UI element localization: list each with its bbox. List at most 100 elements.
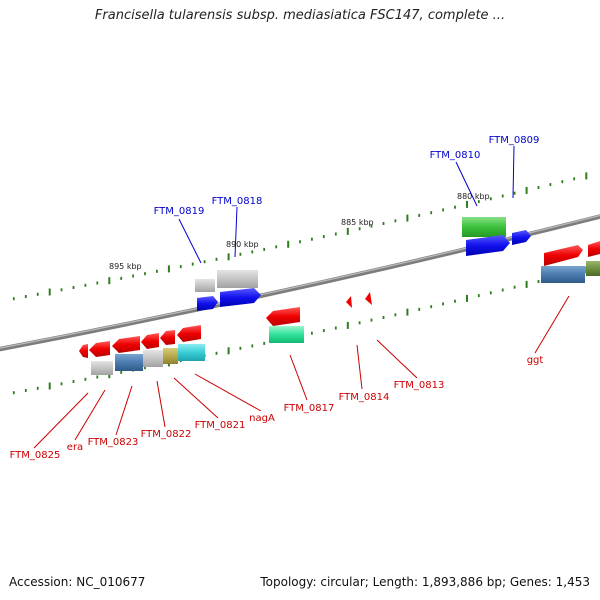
scale-label-885kbp: 885 kbp [341, 218, 374, 227]
minor-tick [334, 326, 337, 330]
major-tick [227, 253, 230, 261]
gene-label-ftm-0817[interactable]: FTM_0817 [284, 403, 335, 414]
gene-feature[interactable] [541, 266, 585, 283]
major-tick [346, 321, 349, 329]
gene-label-ftm-0814[interactable]: FTM_0814 [339, 392, 390, 403]
major-tick [48, 288, 51, 296]
minor-tick [513, 191, 516, 195]
gene-label-ftm-0813[interactable]: FTM_0813 [394, 380, 445, 391]
gene-arrow[interactable] [177, 325, 201, 342]
minor-tick [311, 331, 313, 335]
minor-tick [144, 366, 146, 370]
major-tick [466, 294, 468, 302]
gene-feature[interactable] [163, 348, 178, 364]
minor-tick [215, 257, 218, 261]
minor-tick [430, 305, 433, 309]
scale-label-880kbp: 880 kbp [457, 192, 490, 201]
gene-label-ftm-0825[interactable]: FTM_0825 [10, 450, 61, 461]
minor-tick [513, 285, 516, 289]
gene-arrow[interactable] [346, 296, 352, 308]
minor-tick [275, 245, 278, 249]
gene-label-naga[interactable]: nagA [249, 413, 275, 424]
gene-feature[interactable] [143, 350, 163, 367]
minor-tick [382, 222, 385, 225]
map-title: Francisella tularensis subsp. mediasiati… [94, 8, 506, 23]
minor-tick [501, 194, 504, 198]
gene-arrow[interactable] [112, 336, 140, 353]
minor-tick [477, 200, 480, 204]
gene-label-ftm-0809[interactable]: FTM_0809 [489, 135, 540, 146]
gene-arrow[interactable] [544, 245, 583, 266]
major-tick [227, 347, 230, 355]
minor-tick [501, 288, 504, 292]
minor-tick [430, 211, 433, 215]
minor-tick [263, 247, 266, 251]
minor-tick [322, 329, 325, 333]
label-leader-lines [33, 145, 570, 449]
minor-tick [489, 197, 492, 201]
minor-tick [179, 265, 182, 269]
minor-tick [334, 232, 337, 236]
minor-tick [239, 346, 242, 350]
minor-tick [311, 237, 313, 241]
major-tick [48, 382, 51, 390]
gene-label-ftm-0822[interactable]: FTM_0822 [141, 429, 192, 440]
minor-tick [84, 283, 87, 287]
minor-tick [382, 316, 385, 319]
gene-feature[interactable] [462, 217, 506, 237]
gene-feature[interactable] [115, 354, 143, 371]
gene-feature[interactable] [91, 361, 113, 375]
major-tick [406, 214, 409, 222]
gene-feature[interactable] [178, 344, 205, 361]
minor-tick [537, 186, 540, 189]
genome-summary-text: Topology: circular; Length: 1,893,886 bp… [260, 575, 590, 589]
scale-ticks-top [12, 172, 588, 301]
minor-tick [60, 288, 63, 292]
gene-label-era[interactable]: era [67, 442, 83, 453]
minor-tick [72, 380, 75, 383]
gene-arrow[interactable] [89, 341, 110, 357]
minor-tick [215, 351, 218, 355]
gene-arrow[interactable] [466, 235, 510, 256]
gene-arrow[interactable] [79, 344, 88, 358]
major-tick [466, 200, 468, 208]
major-tick [108, 277, 111, 285]
minor-tick [251, 250, 254, 254]
minor-tick [12, 297, 15, 301]
gene-label-ftm-0818[interactable]: FTM_0818 [212, 196, 263, 207]
minor-tick [454, 205, 456, 209]
minor-tick [251, 344, 254, 348]
gene-arrow[interactable] [197, 296, 218, 311]
gene-label-ftm-0821[interactable]: FTM_0821 [195, 420, 246, 431]
minor-tick [489, 291, 492, 295]
minor-tick [12, 391, 15, 395]
minor-tick [477, 294, 480, 298]
minor-tick [549, 183, 552, 187]
gene-label-ftm-0810[interactable]: FTM_0810 [430, 150, 481, 161]
gene-feature[interactable] [195, 279, 215, 292]
gene-feature[interactable] [269, 326, 304, 343]
gene-arrow[interactable] [365, 292, 372, 305]
gene-feature[interactable] [217, 270, 258, 288]
gene-label-ftm-0819[interactable]: FTM_0819 [154, 206, 205, 217]
gene-feature[interactable] [586, 261, 600, 276]
gene-arrow[interactable] [160, 330, 175, 345]
minor-tick [36, 386, 39, 390]
minor-tick [203, 260, 206, 264]
minor-tick [370, 318, 373, 322]
gene-label-ggt[interactable]: ggt [527, 355, 544, 366]
minor-tick [24, 389, 27, 392]
minor-tick [454, 299, 456, 303]
gene-arrow[interactable] [266, 307, 300, 326]
gene-arrow[interactable] [141, 333, 159, 349]
minor-tick [537, 280, 540, 283]
minor-tick [96, 375, 99, 379]
minor-tick [60, 382, 63, 386]
gene-arrow[interactable] [220, 288, 261, 307]
gene-label-ftm-0823[interactable]: FTM_0823 [88, 437, 139, 448]
minor-tick [239, 252, 242, 256]
gene-arrow[interactable] [588, 241, 600, 257]
gene-arrow[interactable] [512, 230, 531, 245]
